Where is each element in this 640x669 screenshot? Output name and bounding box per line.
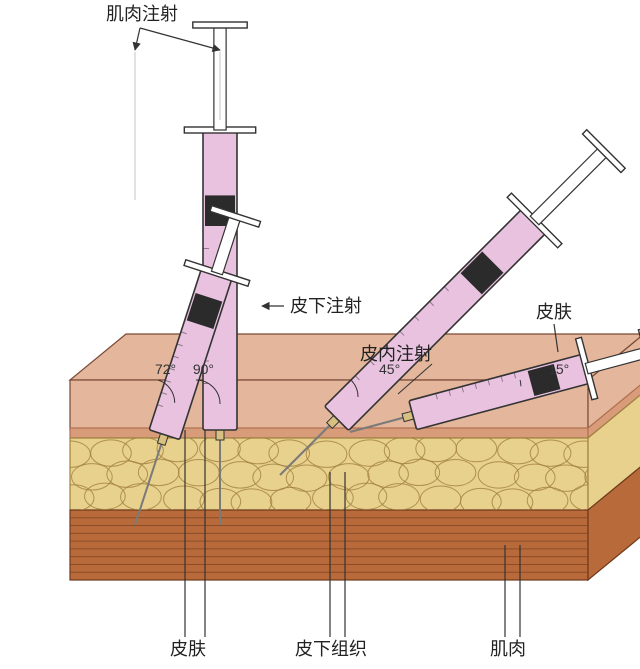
label-intradermal: 皮内注射 [360, 344, 432, 364]
label-skin-bottom: 皮肤 [170, 639, 206, 659]
muscle-layer-front [70, 510, 588, 580]
label-intramuscular: 肌肉注射 [106, 4, 178, 24]
label-subcutaneous: 皮下注射 [290, 296, 362, 316]
angle-label: 72° [155, 361, 176, 377]
label-muscle-bottom: 肌肉 [490, 639, 526, 659]
angle-label: 90° [193, 361, 214, 377]
label-skin: 皮肤 [536, 302, 572, 322]
injection-diagram: 72°90°45°15°肌肉注射皮下注射皮内注射皮肤皮肤皮下组织肌肉 [0, 0, 640, 669]
angle-label: 15° [548, 361, 569, 377]
dermis-line-front [70, 428, 588, 438]
label-subcutaneous-bottom: 皮下组织 [295, 639, 367, 659]
